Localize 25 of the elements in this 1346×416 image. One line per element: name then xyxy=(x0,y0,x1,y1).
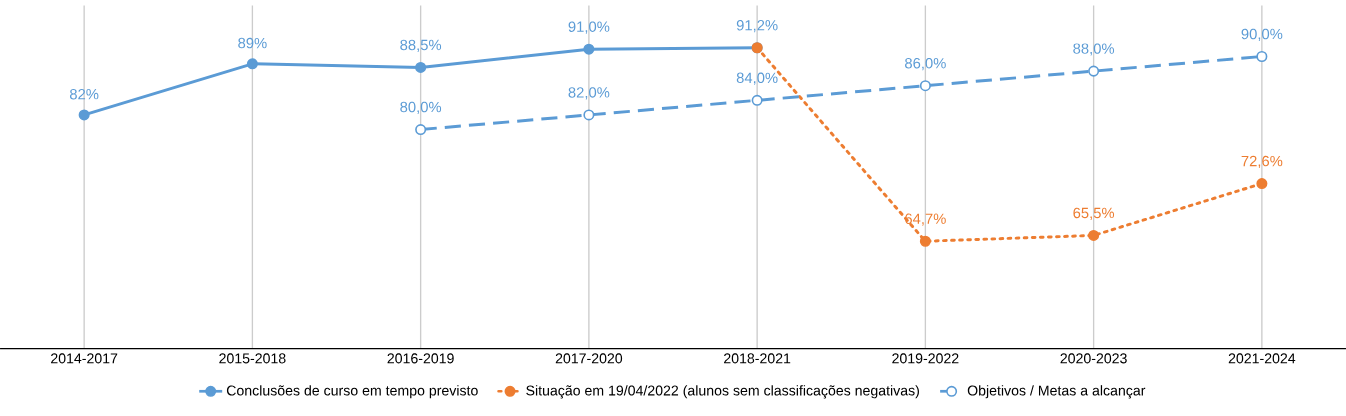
x-tick-label: 2014-2017 xyxy=(51,353,118,364)
data-label: 88,0% xyxy=(1073,43,1115,56)
x-tick-label: 2017-2020 xyxy=(555,353,623,364)
data-label: 82% xyxy=(69,88,99,100)
data-label: 91,2% xyxy=(736,20,778,33)
data-label: 90,0% xyxy=(1241,28,1283,42)
data-label: 91,0% xyxy=(568,21,610,34)
data-label: 89% xyxy=(238,37,267,49)
data-label: 82,0% xyxy=(568,87,610,100)
data-label: 86,0% xyxy=(905,58,946,71)
data-label: 88,5% xyxy=(400,39,442,52)
data-label: 84,0% xyxy=(736,72,778,85)
x-tick-label: 2019-2022 xyxy=(892,353,959,364)
x-tick-label: 2021-2024 xyxy=(1228,353,1296,364)
x-tick-label: 2018-2021 xyxy=(724,353,791,364)
x-tick-label: 2016-2019 xyxy=(387,353,454,364)
x-tick-label: 2020-2023 xyxy=(1060,353,1127,364)
legend-label: Conclusões de curso em tempo previsto xyxy=(226,385,478,399)
x-tick-label: 2015-2018 xyxy=(219,353,286,364)
data-label: 80,0% xyxy=(400,101,442,115)
data-label: 72,6% xyxy=(1241,155,1283,169)
legend-label: Situação em 19/04/2022 (alunos sem classificações negativas) xyxy=(526,385,919,399)
data-label: 64,7% xyxy=(905,213,946,226)
data-label: 65,5% xyxy=(1073,207,1115,220)
legend-label: Objetivos / Metas a alcançar xyxy=(967,385,1146,399)
